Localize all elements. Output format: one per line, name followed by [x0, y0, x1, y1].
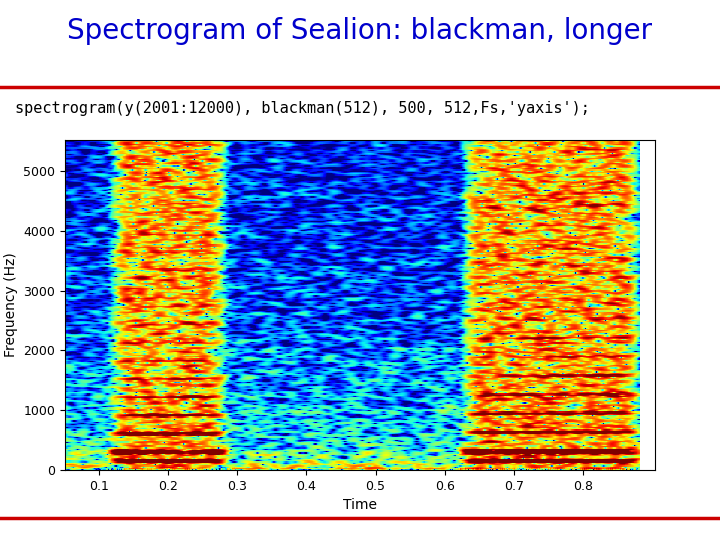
Text: Spectrogram of Sealion: blackman, longer: Spectrogram of Sealion: blackman, longer [68, 17, 652, 44]
Y-axis label: Frequency (Hz): Frequency (Hz) [4, 253, 17, 357]
X-axis label: Time: Time [343, 498, 377, 512]
Text: spectrogram(y(2001:12000), blackman(512), 500, 512,Fs,'yaxis');: spectrogram(y(2001:12000), blackman(512)… [15, 100, 590, 116]
